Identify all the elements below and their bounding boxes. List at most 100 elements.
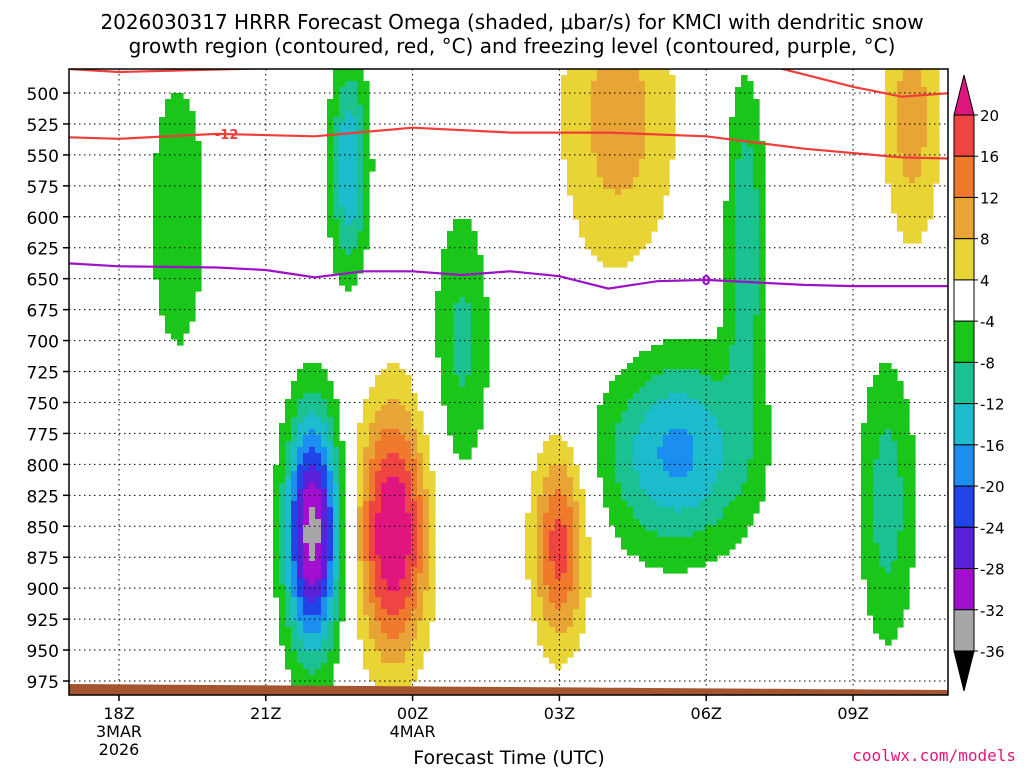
omega-cell bbox=[279, 639, 286, 646]
omega-cell bbox=[177, 339, 184, 346]
omega-cell bbox=[273, 585, 280, 592]
omega-cell bbox=[741, 381, 748, 388]
omega-cell bbox=[603, 453, 610, 460]
omega-cell bbox=[639, 531, 646, 538]
omega-cell bbox=[897, 423, 904, 430]
omega-cell bbox=[171, 279, 178, 286]
omega-cell bbox=[609, 471, 616, 478]
omega-cell bbox=[735, 141, 742, 148]
omega-cell bbox=[351, 153, 358, 160]
omega-cell bbox=[915, 165, 922, 172]
omega-cell bbox=[321, 663, 328, 670]
omega-cell bbox=[627, 531, 634, 538]
omega-cell bbox=[711, 435, 718, 442]
omega-cell bbox=[639, 525, 646, 532]
omega-cell bbox=[651, 555, 658, 562]
omega-cell bbox=[921, 189, 928, 196]
omega-cell bbox=[741, 231, 748, 238]
omega-cell bbox=[705, 375, 712, 382]
omega-cell bbox=[651, 483, 658, 490]
omega-cell bbox=[561, 615, 568, 622]
omega-cell bbox=[573, 549, 580, 556]
omega-cell bbox=[729, 135, 736, 142]
omega-cell bbox=[435, 333, 442, 340]
omega-cell bbox=[441, 375, 448, 382]
omega-cell bbox=[729, 117, 736, 124]
omega-cell bbox=[615, 261, 622, 268]
omega-cell bbox=[327, 453, 334, 460]
omega-cell bbox=[759, 381, 766, 388]
omega-cell bbox=[339, 141, 346, 148]
omega-cell bbox=[471, 249, 478, 256]
omega-cell bbox=[903, 555, 910, 562]
omega-cell bbox=[885, 621, 892, 628]
omega-cell bbox=[429, 549, 436, 556]
omega-cell bbox=[639, 225, 646, 232]
omega-cell bbox=[675, 537, 682, 544]
omega-cell bbox=[879, 405, 886, 412]
omega-cell bbox=[645, 225, 652, 232]
omega-cell bbox=[381, 609, 388, 616]
omega-cell bbox=[741, 195, 748, 202]
omega-cell bbox=[579, 69, 586, 76]
omega-cell bbox=[669, 489, 676, 496]
omega-cell bbox=[423, 603, 430, 610]
omega-cell bbox=[579, 123, 586, 130]
freezing-level: 0 bbox=[69, 262, 948, 290]
omega-cell bbox=[459, 369, 466, 376]
omega-cell bbox=[399, 669, 406, 676]
omega-cell bbox=[603, 123, 610, 130]
omega-cell bbox=[879, 591, 886, 598]
omega-cell bbox=[669, 105, 676, 112]
omega-cell bbox=[645, 207, 652, 214]
omega-cell bbox=[171, 225, 178, 232]
omega-cell bbox=[333, 495, 340, 502]
omega-cell bbox=[873, 429, 880, 436]
omega-cell bbox=[165, 201, 172, 208]
omega-cell bbox=[693, 387, 700, 394]
omega-cell bbox=[603, 429, 610, 436]
omega-cell bbox=[345, 153, 352, 160]
omega-cell bbox=[279, 507, 286, 514]
omega-cell bbox=[909, 465, 916, 472]
omega-cell bbox=[627, 423, 634, 430]
omega-cell bbox=[411, 429, 418, 436]
omega-cell bbox=[687, 447, 694, 454]
omega-cell bbox=[333, 135, 340, 142]
omega-cell bbox=[189, 165, 196, 172]
omega-cell bbox=[561, 465, 568, 472]
omega-cell bbox=[657, 531, 664, 538]
omega-cell bbox=[735, 255, 742, 262]
omega-cell bbox=[369, 633, 376, 640]
omega-cell bbox=[663, 369, 670, 376]
omega-cell bbox=[441, 309, 448, 316]
omega-cell bbox=[399, 369, 406, 376]
omega-cell bbox=[387, 615, 394, 622]
omega-cell bbox=[699, 393, 706, 400]
omega-cell bbox=[879, 471, 886, 478]
omega-cell bbox=[285, 549, 292, 556]
omega-cell bbox=[651, 171, 658, 178]
omega-cell bbox=[735, 123, 742, 130]
omega-cell bbox=[921, 135, 928, 142]
omega-cell bbox=[183, 117, 190, 124]
omega-cell bbox=[543, 489, 550, 496]
omega-cell bbox=[375, 495, 382, 502]
omega-cell bbox=[885, 93, 892, 100]
omega-cell bbox=[453, 231, 460, 238]
omega-cell bbox=[363, 531, 370, 538]
omega-cell bbox=[387, 465, 394, 472]
omega-cell bbox=[699, 465, 706, 472]
omega-cell bbox=[315, 453, 322, 460]
omega-cell bbox=[411, 591, 418, 598]
omega-cell bbox=[867, 495, 874, 502]
omega-cell bbox=[177, 249, 184, 256]
omega-cell bbox=[483, 315, 490, 322]
omega-cell bbox=[621, 195, 628, 202]
omega-cell bbox=[735, 291, 742, 298]
omega-cell bbox=[333, 141, 340, 148]
omega-cell bbox=[585, 207, 592, 214]
omega-cell bbox=[747, 357, 754, 364]
omega-cell bbox=[885, 105, 892, 112]
omega-cell bbox=[303, 555, 310, 562]
